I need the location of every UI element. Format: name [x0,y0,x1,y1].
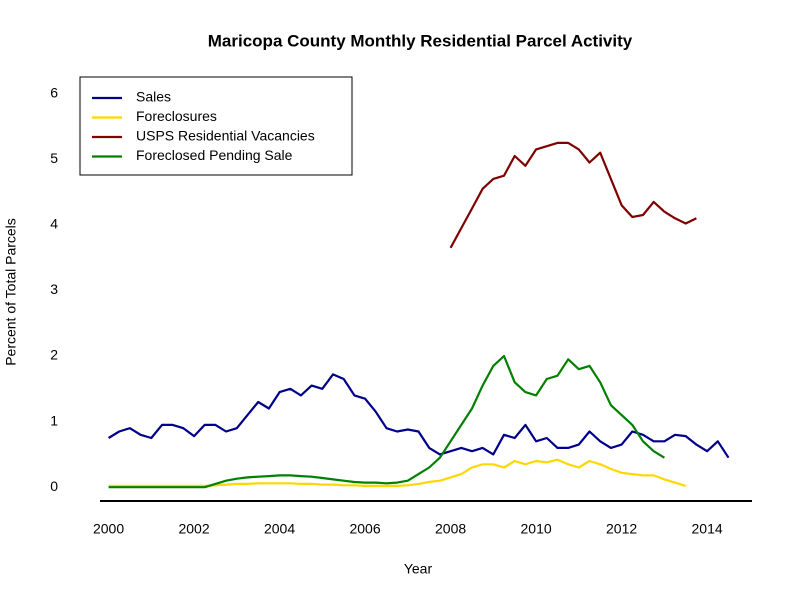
legend-label: USPS Residential Vacancies [136,128,315,144]
y-tick-label: 6 [50,84,58,100]
x-tick-label: 2002 [178,521,209,537]
y-tick-label: 1 [50,412,58,428]
series-line [108,354,665,489]
legend-label: Foreclosed Pending Sale [136,147,293,163]
y-axis-label: Percent of Total Parcels [3,218,19,366]
legend-label: Foreclosures [136,108,217,124]
series-line [108,458,687,487]
legend-box [79,76,353,176]
chart-title: Maricopa County Monthly Residential Parc… [208,31,633,50]
y-tick-label: 0 [50,478,58,494]
y-tick-label: 3 [50,281,58,297]
x-tick-label: 2006 [349,521,380,537]
series-line [108,373,730,459]
x-axis-label: Year [404,561,433,577]
x-tick-label: 2008 [435,521,466,537]
x-tick-label: 2010 [521,521,552,537]
x-tick-label: 2000 [93,521,124,537]
y-tick-label: 2 [50,347,58,363]
legend-label: Sales [136,89,171,105]
series-line [449,141,697,249]
y-tick-label: 4 [50,216,58,232]
x-tick-label: 2012 [606,521,637,537]
y-tick-label: 5 [50,150,58,166]
x-tick-label: 2014 [692,521,723,537]
x-tick-label: 2004 [264,521,295,537]
